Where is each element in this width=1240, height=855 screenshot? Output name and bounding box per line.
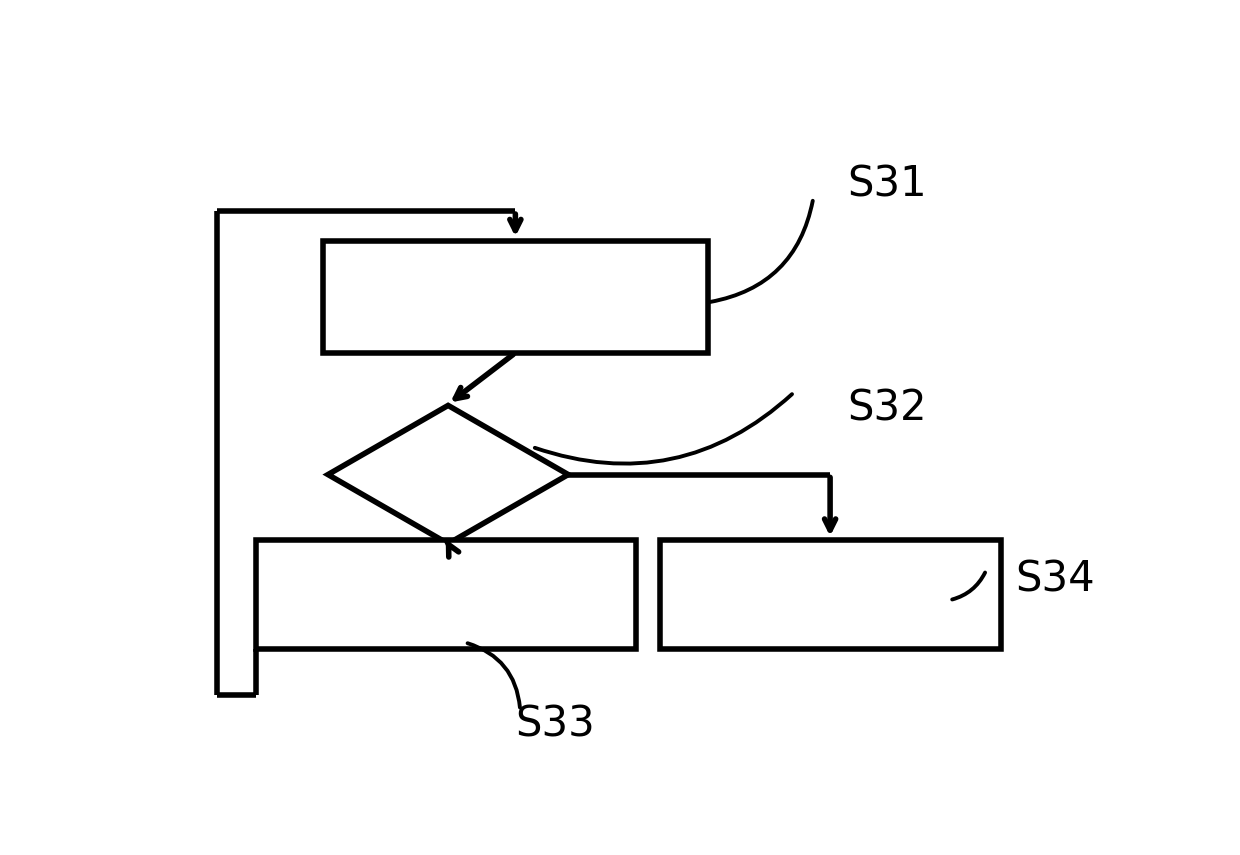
Bar (324, 241, 708, 353)
Text: S34: S34 (1016, 559, 1095, 601)
Polygon shape (327, 405, 568, 544)
Bar (255, 540, 635, 649)
Bar (660, 540, 1001, 649)
Text: S32: S32 (847, 387, 926, 430)
Text: S33: S33 (516, 704, 595, 746)
Text: S31: S31 (847, 164, 926, 206)
